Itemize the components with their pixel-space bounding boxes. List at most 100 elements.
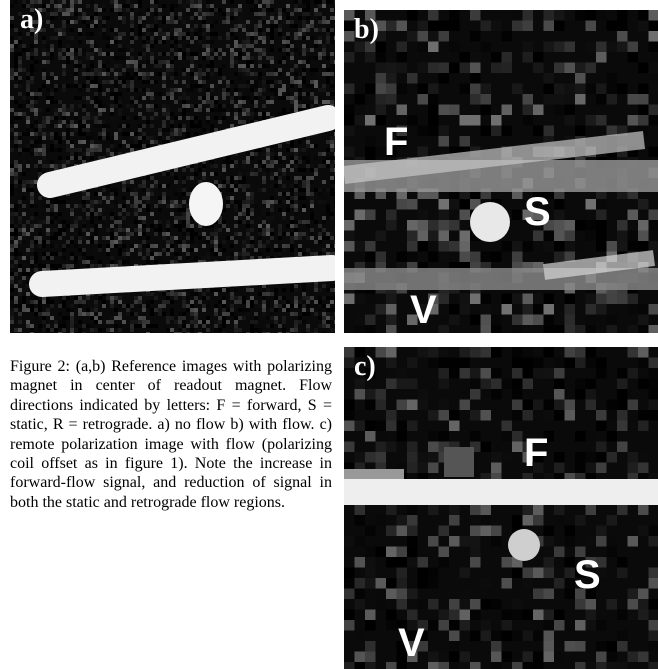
noise-pixel bbox=[270, 232, 274, 236]
noise-pixel bbox=[58, 84, 62, 88]
noise-pixel bbox=[234, 200, 238, 204]
noise-pixel bbox=[278, 168, 282, 172]
noise-pixel bbox=[30, 144, 34, 148]
noise-pixel bbox=[198, 12, 202, 16]
noise-pixel bbox=[326, 160, 330, 164]
noise-pixel bbox=[290, 224, 294, 228]
noise-pixel bbox=[344, 568, 355, 579]
noise-pixel bbox=[565, 94, 576, 105]
noise-pixel bbox=[326, 28, 330, 32]
noise-pixel bbox=[330, 56, 334, 60]
noise-pixel bbox=[286, 40, 290, 44]
noise-pixel bbox=[126, 72, 130, 76]
noise-pixel bbox=[122, 140, 126, 144]
noise-pixel bbox=[102, 320, 106, 324]
noise-pixel bbox=[386, 21, 397, 32]
noise-pixel bbox=[54, 36, 58, 40]
noise-pixel bbox=[182, 100, 186, 104]
noise-pixel bbox=[254, 24, 258, 28]
noise-pixel bbox=[270, 20, 274, 24]
noise-pixel bbox=[86, 228, 90, 232]
noise-pixel bbox=[90, 32, 94, 36]
noise-pixel bbox=[14, 300, 18, 304]
noise-pixel bbox=[334, 84, 335, 88]
noise-pixel bbox=[126, 124, 130, 128]
noise-pixel bbox=[266, 4, 270, 8]
noise-pixel bbox=[46, 256, 50, 260]
noise-pixel bbox=[66, 28, 70, 32]
noise-pixel bbox=[102, 128, 106, 132]
noise-pixel bbox=[46, 300, 50, 304]
noise-pixel bbox=[250, 0, 254, 4]
noise-pixel bbox=[306, 224, 310, 228]
noise-pixel bbox=[254, 0, 258, 4]
noise-pixel bbox=[138, 32, 142, 36]
noise-pixel bbox=[90, 16, 94, 20]
noise-pixel bbox=[418, 84, 429, 95]
noise-pixel bbox=[310, 252, 314, 256]
noise-pixel bbox=[102, 104, 106, 108]
noise-pixel bbox=[110, 304, 114, 308]
noise-pixel bbox=[234, 300, 238, 304]
noise-pixel bbox=[118, 32, 122, 36]
noise-pixel bbox=[46, 208, 50, 212]
noise-pixel bbox=[428, 358, 439, 369]
noise-pixel bbox=[10, 48, 14, 52]
noise-pixel bbox=[355, 94, 366, 105]
noise-pixel bbox=[596, 42, 607, 53]
noise-pixel bbox=[314, 312, 318, 316]
noise-pixel bbox=[617, 610, 628, 621]
noise-pixel bbox=[206, 44, 210, 48]
noise-pixel bbox=[102, 216, 106, 220]
noise-pixel bbox=[649, 31, 658, 42]
noise-pixel bbox=[14, 284, 18, 288]
noise-pixel bbox=[254, 164, 258, 168]
noise-pixel bbox=[326, 204, 330, 208]
noise-pixel bbox=[14, 84, 18, 88]
noise-pixel bbox=[198, 48, 202, 52]
noise-pixel bbox=[254, 40, 258, 44]
noise-pixel bbox=[222, 304, 226, 308]
noise-pixel bbox=[154, 40, 158, 44]
noise-pixel bbox=[166, 328, 170, 332]
noise-pixel bbox=[544, 631, 555, 642]
noise-pixel bbox=[254, 320, 258, 324]
noise-pixel bbox=[94, 72, 98, 76]
noise-pixel bbox=[30, 72, 34, 76]
noise-pixel bbox=[70, 224, 74, 228]
noise-pixel bbox=[142, 80, 146, 84]
noise-pixel bbox=[365, 547, 376, 558]
noise-pixel bbox=[330, 160, 334, 164]
noise-pixel bbox=[118, 124, 122, 128]
noise-pixel bbox=[302, 36, 306, 40]
noise-pixel bbox=[110, 236, 114, 240]
noise-pixel bbox=[306, 4, 310, 8]
noise-pixel bbox=[138, 64, 142, 68]
noise-pixel bbox=[314, 188, 318, 192]
noise-pixel bbox=[306, 92, 310, 96]
noise-pixel bbox=[90, 264, 94, 268]
noise-pixel bbox=[246, 156, 250, 160]
noise-pixel bbox=[10, 120, 14, 124]
noise-pixel bbox=[110, 256, 114, 260]
noise-pixel bbox=[544, 568, 555, 579]
noise-pixel bbox=[170, 60, 174, 64]
noise-pixel bbox=[26, 72, 30, 76]
noise-pixel bbox=[262, 288, 266, 292]
noise-pixel bbox=[74, 128, 78, 132]
noise-pixel bbox=[174, 260, 178, 264]
noise-pixel bbox=[62, 248, 66, 252]
noise-pixel bbox=[258, 28, 262, 32]
noise-pixel bbox=[386, 526, 397, 537]
noise-pixel bbox=[46, 60, 50, 64]
noise-pixel bbox=[565, 84, 576, 95]
noise-pixel bbox=[322, 316, 326, 320]
noise-pixel bbox=[134, 228, 138, 232]
noise-pixel bbox=[182, 96, 186, 100]
noise-pixel bbox=[306, 44, 310, 48]
noise-pixel bbox=[575, 662, 586, 669]
noise-pixel bbox=[544, 410, 555, 421]
noise-pixel bbox=[42, 36, 46, 40]
noise-pixel bbox=[130, 20, 134, 24]
noise-pixel bbox=[58, 88, 62, 92]
